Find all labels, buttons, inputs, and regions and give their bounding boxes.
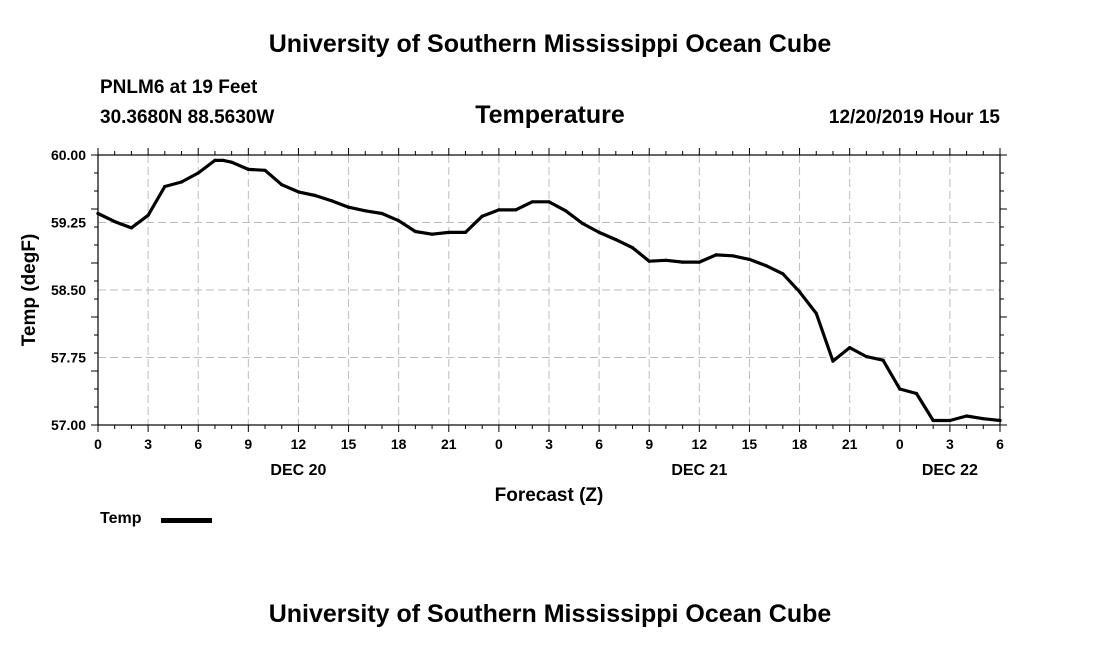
x-tick-label: 0: [896, 436, 904, 452]
x-tick-label: 15: [742, 436, 758, 452]
temp-data-point: [931, 418, 935, 423]
temp-data-point: [313, 193, 317, 198]
y-tick-label: 57.75: [51, 350, 86, 366]
temp-data-point: [714, 253, 718, 257]
legend-label: Temp: [100, 510, 142, 527]
variable-title: Temperature: [475, 101, 625, 129]
temp-data-point: [964, 414, 969, 418]
date-label: DEC 22: [922, 462, 978, 479]
temp-data-point: [263, 168, 267, 172]
legend-line-swatch: [161, 518, 212, 523]
temp-data-point: [221, 158, 225, 162]
temp-data-point: [681, 260, 685, 264]
x-tick-label: 12: [692, 436, 708, 452]
temp-data-point: [614, 238, 618, 242]
temp-data-point: [797, 290, 802, 294]
temp-series-line: [96, 158, 1002, 423]
temp-data-point: [179, 180, 184, 184]
x-tick-label: 12: [291, 436, 307, 452]
temp-data-point: [731, 254, 735, 258]
y-axis-title: Temp (degF): [19, 234, 40, 347]
temp-data-point: [96, 211, 100, 216]
temp-data-point: [814, 311, 818, 315]
x-tick-label: 18: [391, 436, 407, 452]
temp-data-point: [647, 259, 651, 263]
temp-data-point: [463, 230, 468, 234]
x-tick-label: 3: [144, 436, 152, 452]
temp-data-point: [380, 211, 384, 216]
x-tick-label: 15: [341, 436, 357, 452]
x-tick-label: 21: [842, 436, 858, 452]
temp-data-point: [397, 219, 401, 223]
temp-data-point: [330, 199, 334, 203]
temp-data-point: [948, 418, 952, 423]
temp-data-point: [296, 190, 301, 194]
y-tick-label: 60.00: [51, 147, 86, 163]
y-tick-label: 57.00: [51, 417, 86, 433]
temp-data-point: [480, 214, 484, 218]
date-label: DEC 20: [270, 462, 326, 479]
temp-data-point: [530, 200, 534, 204]
x-tick-label: 9: [645, 436, 653, 452]
temp-data-point: [346, 205, 351, 209]
temp-data-point: [764, 264, 768, 268]
forecast-datetime: 12/20/2019 Hour 15: [828, 107, 1000, 128]
x-tick-label: 0: [94, 436, 102, 452]
temp-data-point: [898, 387, 902, 391]
temp-data-point: [513, 208, 518, 212]
x-axis-title: Forecast (Z): [495, 485, 604, 506]
temp-data-point: [213, 158, 217, 162]
temp-data-point: [981, 417, 985, 421]
temp-data-point: [848, 346, 852, 350]
temp-data-point: [597, 230, 601, 234]
temp-data-point: [230, 160, 234, 164]
x-tick-label: 3: [545, 436, 553, 452]
temp-data-point: [363, 209, 367, 213]
x-tick-label: 6: [595, 436, 603, 452]
temp-data-point: [430, 232, 434, 236]
temp-data-point: [881, 358, 885, 362]
temp-data-point: [831, 359, 835, 363]
temp-data-point: [914, 391, 919, 396]
temp-data-point: [864, 355, 868, 359]
temp-data-point: [447, 230, 451, 234]
x-tick-label: 3: [946, 436, 954, 452]
temp-data-point: [747, 257, 752, 261]
temp-data-point: [129, 226, 134, 230]
temp-data-point: [697, 260, 701, 264]
station-label: PNLM6 at 19 Feet: [100, 77, 258, 98]
x-tick-label: 6: [194, 436, 202, 452]
temp-data-point: [564, 209, 568, 213]
coordinates-label: 30.3680N 88.5630W: [100, 107, 275, 128]
temp-data-point: [196, 171, 200, 175]
y-tick-label: 59.25: [51, 215, 86, 231]
temp-data-point: [664, 258, 668, 262]
temp-data-point: [113, 220, 117, 224]
footer-title: University of Southern Mississippi Ocean…: [268, 600, 832, 628]
temp-data-point: [280, 183, 284, 187]
x-tick-label: 0: [495, 436, 503, 452]
y-tick-label: 58.50: [51, 282, 86, 298]
temp-data-point: [547, 200, 551, 204]
temp-data-point: [998, 418, 1002, 423]
temp-data-point: [146, 213, 150, 217]
date-label: DEC 21: [671, 462, 727, 479]
temp-data-point: [413, 229, 417, 234]
temp-data-point: [580, 221, 585, 225]
page-title: University of Southern Mississippi Ocean…: [268, 30, 832, 58]
x-tick-label: 9: [244, 436, 252, 452]
temp-data-point: [781, 272, 785, 276]
temp-data-point: [246, 167, 250, 171]
x-tick-label: 6: [996, 436, 1004, 452]
x-tick-label: 18: [792, 436, 808, 452]
temp-data-point: [163, 184, 167, 189]
x-tick-label: 21: [441, 436, 457, 452]
temp-data-point: [630, 246, 635, 250]
temp-data-point: [497, 208, 501, 212]
